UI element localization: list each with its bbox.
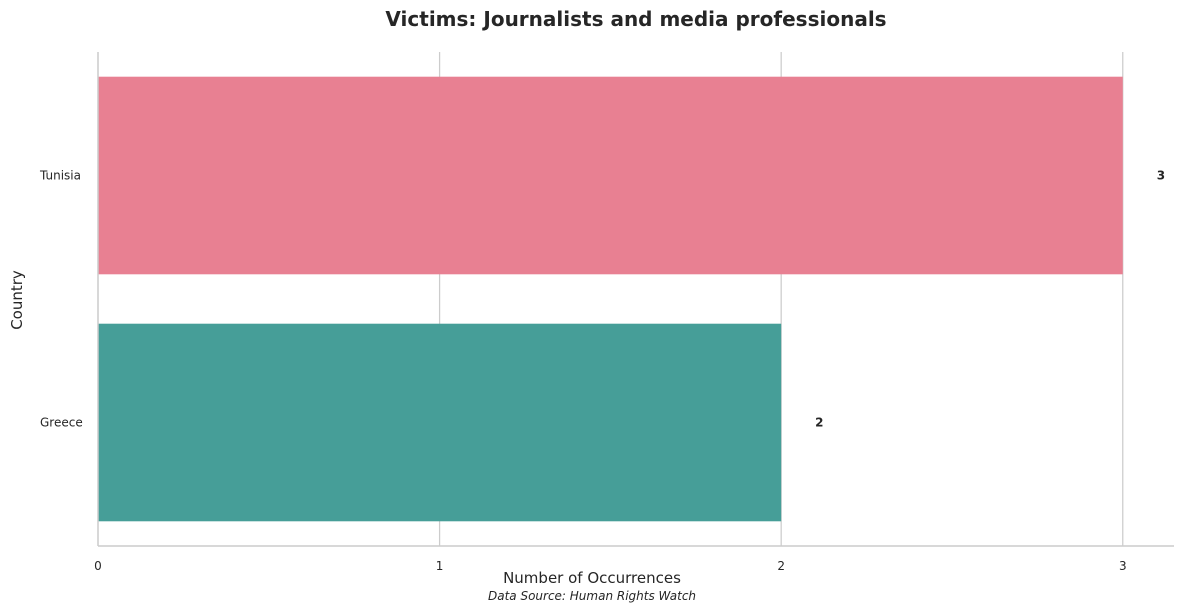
x-tick-labels: 0 1 2 3 — [94, 559, 1126, 573]
y-tick-label-greece: Greece — [40, 416, 83, 430]
y-tick-labels: Tunisia Greece — [39, 169, 83, 430]
x-axis-label: Number of Occurrences — [503, 569, 681, 587]
x-tick-label-1: 1 — [436, 559, 444, 573]
x-tick-label-0: 0 — [94, 559, 102, 573]
bar-greece — [98, 323, 782, 522]
data-source-note: Data Source: Human Rights Watch — [488, 589, 696, 603]
x-tick-label-2: 2 — [777, 559, 785, 573]
y-axis-label: Country — [8, 270, 26, 330]
data-label-greece: 2 — [815, 416, 823, 430]
data-label-tunisia: 3 — [1157, 169, 1165, 183]
x-tick-label-3: 3 — [1119, 559, 1127, 573]
axis-spines — [97, 52, 1174, 547]
data-labels: 32 — [815, 169, 1165, 430]
chart-title: Victims: Journalists and media professio… — [385, 7, 886, 31]
y-tick-label-tunisia: Tunisia — [39, 169, 81, 183]
bars — [98, 76, 1123, 522]
bar-tunisia — [98, 76, 1123, 275]
